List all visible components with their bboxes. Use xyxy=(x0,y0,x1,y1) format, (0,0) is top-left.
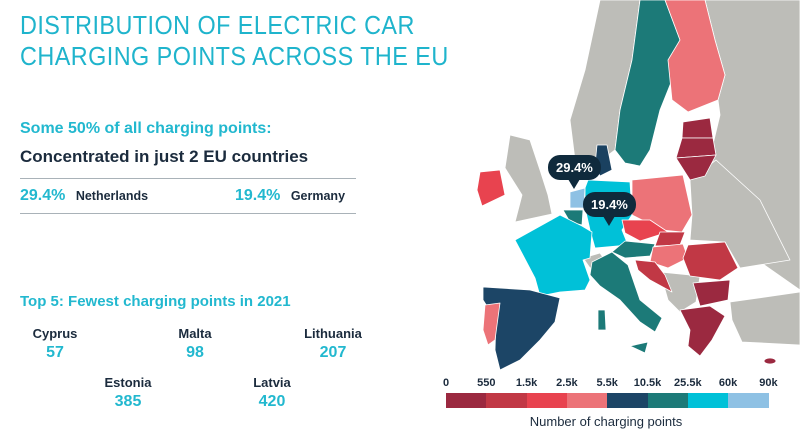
italy xyxy=(589,251,663,333)
stat-pct: 19.4% xyxy=(235,187,281,204)
ireland xyxy=(476,169,506,207)
portugal xyxy=(482,302,501,346)
fewest-item: Lithuania 207 xyxy=(273,326,393,362)
czechia xyxy=(621,219,669,242)
sardinia xyxy=(597,309,607,331)
headline: Concentrated in just 2 EU countries xyxy=(20,147,309,166)
item-value: 98 xyxy=(186,344,204,361)
fewest-item: Estonia 385 xyxy=(68,375,188,411)
legend-swatch xyxy=(647,393,689,408)
kicker: Some 50% of all charging points: xyxy=(20,120,272,137)
turkey xyxy=(729,291,800,346)
legend-tick: 1.5k xyxy=(515,377,538,389)
item-name: Latvia xyxy=(253,375,291,390)
legend-title: Number of charging points xyxy=(529,414,683,429)
stat-country: Germany xyxy=(290,189,346,203)
hungary xyxy=(649,243,689,269)
page-title: DISTRIBUTION OF ELECTRIC CAR CHARGING PO… xyxy=(20,10,449,72)
sicily xyxy=(629,341,649,354)
austria xyxy=(611,240,656,259)
item-value: 385 xyxy=(114,393,142,410)
legend-swatch xyxy=(526,393,568,408)
legend-tick: 2.5k xyxy=(556,377,578,389)
stat-pct: 29.4% xyxy=(20,187,66,204)
legend-tick: 25.5k xyxy=(674,377,702,389)
belarus-ukraine xyxy=(689,159,791,269)
stat-netherlands: 29.4% Netherlands xyxy=(20,187,148,205)
fewest-item: Malta 98 xyxy=(135,326,255,362)
fewest-item: Cyprus 57 xyxy=(0,326,115,362)
item-name: Estonia xyxy=(104,375,152,390)
france xyxy=(514,214,593,297)
legend-swatch xyxy=(566,393,608,408)
bulgaria xyxy=(692,279,731,307)
lithuania xyxy=(675,154,717,181)
item-value: 57 xyxy=(46,344,64,361)
item-value: 420 xyxy=(258,393,286,410)
legend-swatch xyxy=(728,393,769,408)
finland xyxy=(664,0,726,113)
item-name: Cyprus xyxy=(32,326,78,341)
item-value: 207 xyxy=(319,344,347,361)
legend-tick: 0 xyxy=(442,377,450,389)
legend-swatch xyxy=(446,393,487,408)
title-line-2: CHARGING POINTS ACROSS THE EU xyxy=(20,41,449,71)
legend-tick: 5.5k xyxy=(596,377,618,389)
romania xyxy=(682,241,739,281)
stat-country: Netherlands xyxy=(75,189,149,203)
legend-tick: 550 xyxy=(477,377,496,389)
item-name: Malta xyxy=(178,326,212,341)
estonia xyxy=(681,117,714,139)
legend-swatch xyxy=(687,393,729,408)
divider xyxy=(20,213,356,214)
item-name: Lithuania xyxy=(304,326,362,341)
uk xyxy=(504,134,553,223)
legend-swatch xyxy=(607,393,648,408)
fewest-heading: Top 5: Fewest charging points in 2021 xyxy=(20,293,291,310)
legend-tick: 90k xyxy=(759,377,778,389)
callout-netherlands: 29.4% xyxy=(548,155,601,189)
title-line-1: DISTRIBUTION OF ELECTRIC CAR xyxy=(20,10,415,40)
latvia xyxy=(675,137,717,159)
divider xyxy=(20,178,356,179)
belgium xyxy=(562,209,584,226)
greece xyxy=(679,305,726,357)
fewest-item: Latvia 420 xyxy=(212,375,332,411)
cyprus xyxy=(763,357,777,365)
legend-tick: 10.5k xyxy=(633,377,662,389)
callout-germany: 19.4% xyxy=(583,192,636,226)
legend-tick: 60k xyxy=(718,377,738,389)
legend-swatch xyxy=(486,393,528,408)
stat-germany: 19.4% Germany xyxy=(235,187,345,205)
croatia-slovenia xyxy=(634,259,673,293)
